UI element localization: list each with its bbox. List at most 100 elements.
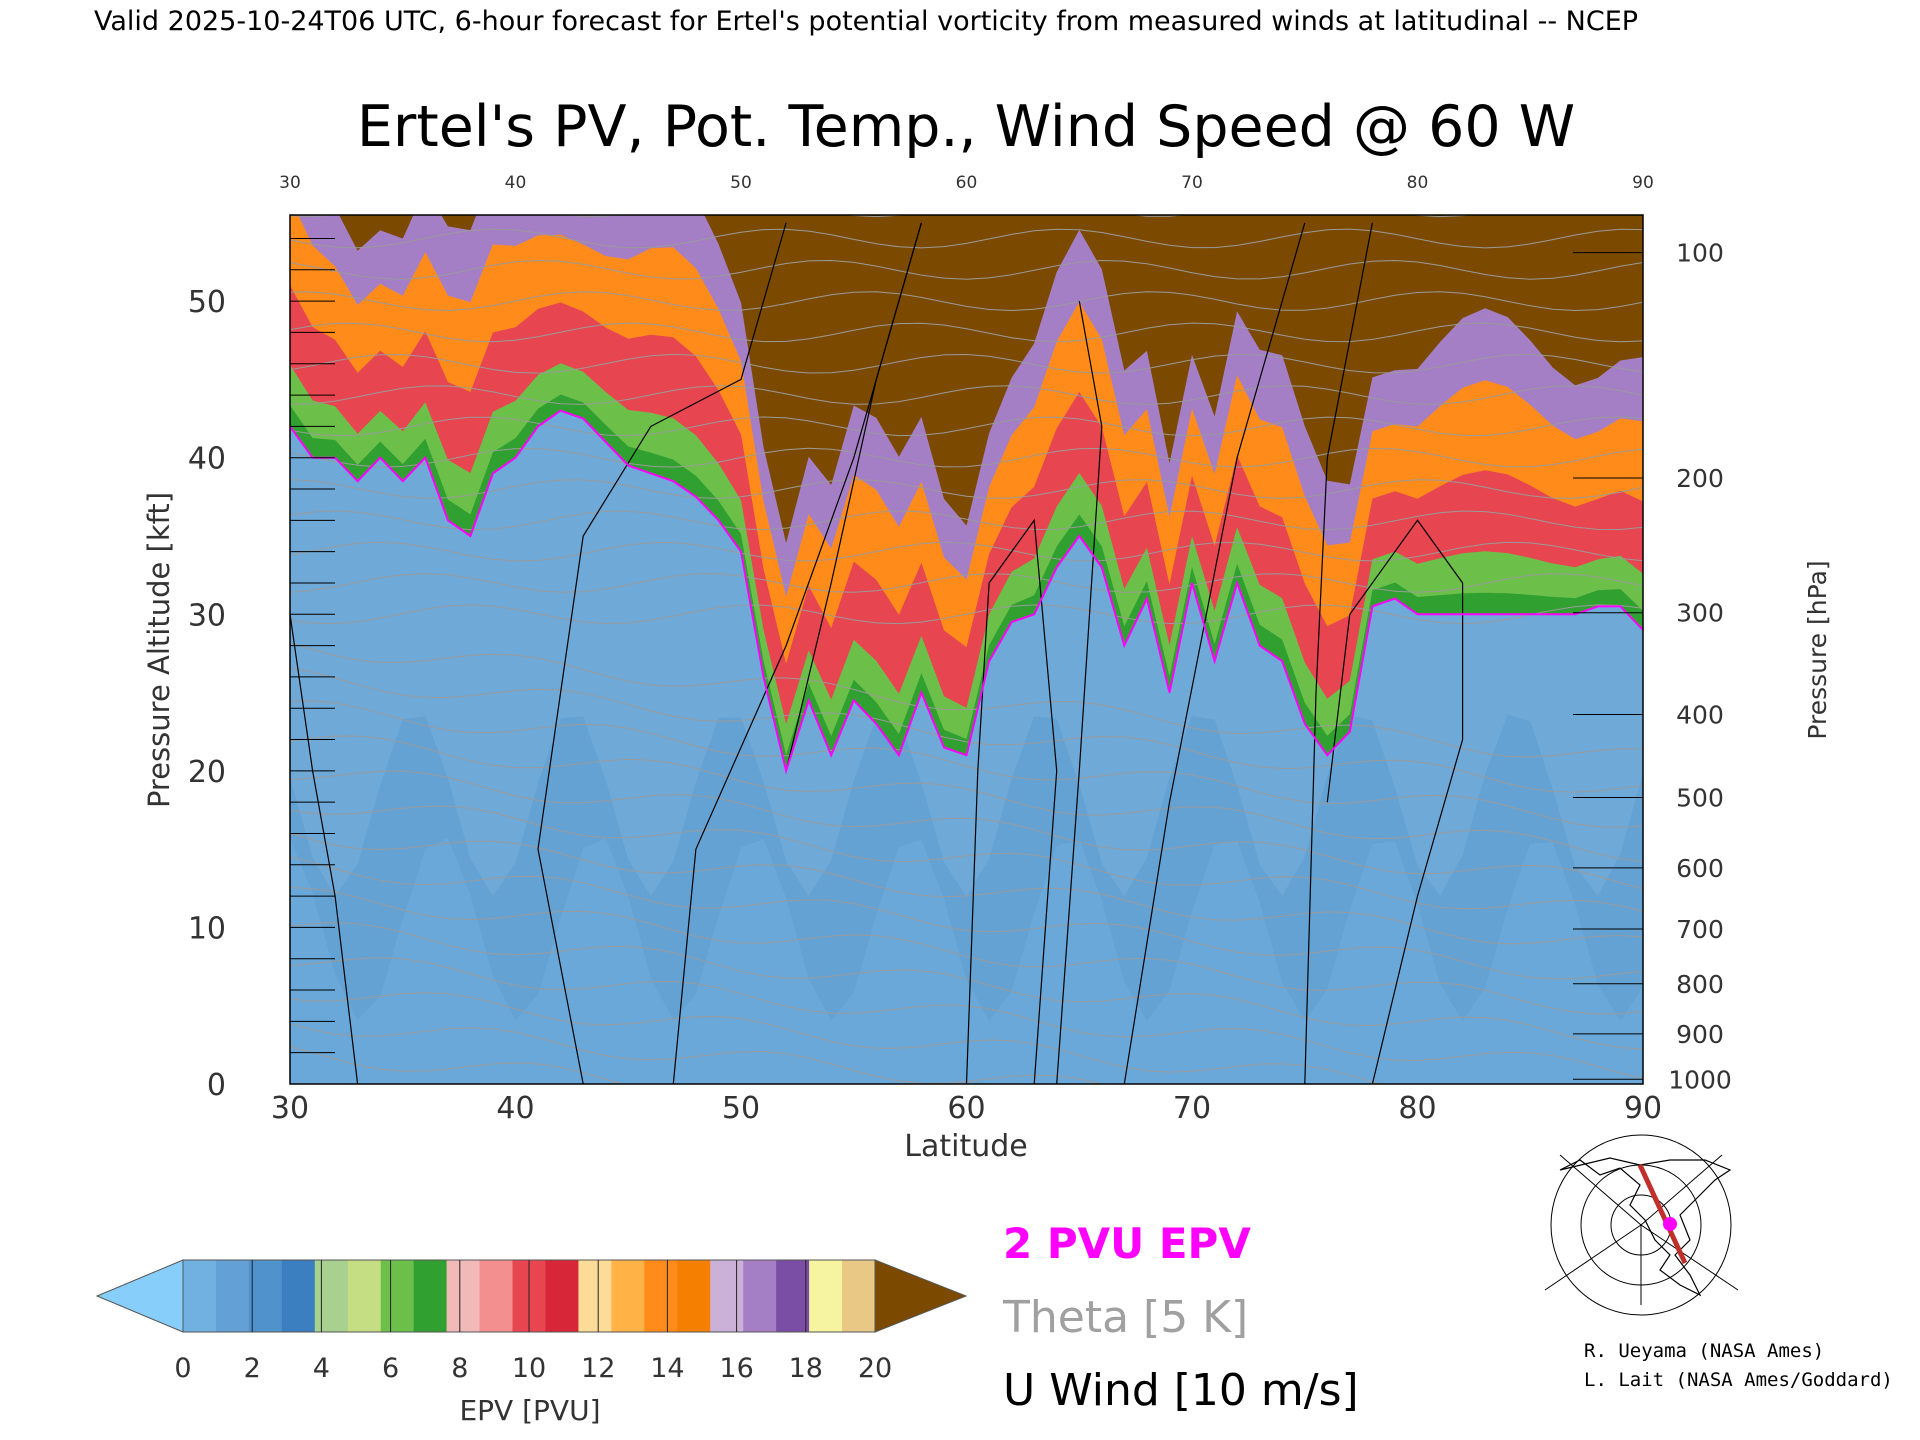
theta-line [290, 322, 1643, 343]
epv-blue-shade [290, 714, 1643, 1084]
x-axis-label: Latitude [904, 1129, 1027, 1164]
wind-line [965, 518, 1058, 1084]
theta-line [290, 922, 1643, 1050]
x-tick-label: 80 [1398, 1091, 1436, 1126]
colorbar-swatch [776, 1260, 810, 1332]
theta-line [290, 604, 1643, 625]
chart-title: Ertel's PV, Pot. Temp., Wind Speed @ 60 … [357, 94, 1575, 160]
pressure-axis-label: Pressure [hPa] [1803, 560, 1832, 739]
colorbar-swatch [347, 1260, 382, 1332]
colorbar-tick-label: 6 [382, 1353, 399, 1384]
pressure-tick-label: 1000 [1668, 1065, 1732, 1094]
colorbar-arrow-high [874, 1259, 968, 1333]
plot-frame [289, 214, 1644, 1085]
x-tick-label: 30 [271, 1091, 309, 1126]
epv-fill-layers [290, 215, 1643, 1084]
x-tick-label: 50 [722, 1091, 760, 1126]
colorbar-swatch [644, 1260, 678, 1332]
minimap-track [1637, 1163, 1688, 1265]
theta-line [290, 1046, 626, 1084]
y-tick-label: 20 [188, 755, 226, 790]
pressure-tick-label: 900 [1676, 1020, 1724, 1049]
credit-line-1: R. Ueyama (NASA Ames) [1584, 1340, 1824, 1362]
colorbar-tick-label: 20 [858, 1353, 892, 1384]
colorbar-arrow-low [95, 1259, 184, 1333]
colorbar-swatch [677, 1260, 711, 1332]
colorbar-swatch [314, 1260, 349, 1332]
colorbar-swatch [248, 1260, 283, 1332]
pressure-tick-label: 300 [1676, 599, 1724, 628]
theta-line [290, 667, 1643, 793]
colorbar-tick-label: 12 [581, 1353, 615, 1384]
x-tick-label: 40 [496, 1091, 534, 1126]
colorbar: 0 2 4 6 8 10 12 14 16 18 20 EPV [PVU] [95, 1259, 968, 1427]
pressure-tick-label: 400 [1676, 700, 1724, 729]
legend: 2 PVU EPV Theta [5 K] U Wind [10 m/s] [1002, 1219, 1359, 1416]
theta-line [290, 770, 1643, 890]
y-tick-label: 0 [207, 1068, 226, 1103]
theta-line [290, 833, 1643, 945]
colorbar-swatch [380, 1260, 415, 1332]
theta-line [290, 385, 1643, 406]
colorbar-tick-label: 10 [512, 1353, 546, 1384]
top-tick-label: 80 [1407, 173, 1429, 193]
theta-line [290, 805, 1643, 912]
theta-line [290, 541, 1643, 562]
wind-line [1304, 222, 1373, 1084]
epv-blue-shade [290, 837, 1643, 1084]
colorbar-swatch [842, 1260, 876, 1332]
theta-line [290, 510, 1643, 531]
pressure-tick-label: 500 [1676, 783, 1724, 812]
legend-pvu: 2 PVU EPV [1003, 1219, 1251, 1268]
pressure-tick-label: 800 [1676, 970, 1724, 999]
pressure-ticks [1573, 252, 1643, 1080]
pressure-tick-label: 600 [1676, 854, 1724, 883]
colorbar-swatch [183, 1260, 217, 1332]
colorbar-swatches [95, 1259, 968, 1333]
theta-line [290, 957, 1643, 1080]
colorbar-swatch [578, 1260, 612, 1332]
colorbar-tick-label: 0 [174, 1353, 191, 1384]
colorbar-swatch [446, 1260, 481, 1332]
wind-line [1123, 222, 1306, 1084]
colorbar-tick-label: 18 [789, 1353, 823, 1384]
colorbar-swatch [215, 1260, 250, 1332]
colorbar-swatch [743, 1260, 777, 1332]
top-tick-label: 90 [1632, 173, 1654, 193]
location-minimap [1543, 1134, 1739, 1316]
x-tick-label: 90 [1624, 1091, 1662, 1126]
theta-line [290, 735, 1643, 863]
colorbar-tick-label: 8 [451, 1353, 468, 1384]
y-tick-label: 40 [188, 442, 226, 477]
wind-line [537, 222, 787, 1084]
colorbar-swatch [479, 1260, 514, 1332]
colorbar-swatch [710, 1260, 744, 1332]
theta-line [290, 215, 1471, 218]
top-tick-label: 40 [505, 173, 527, 193]
theta-line [290, 416, 1643, 437]
wind-contours [290, 222, 1464, 1084]
y-tick-label: 30 [188, 598, 226, 633]
y-tick-label: 10 [188, 911, 226, 946]
theta-line [290, 856, 1643, 980]
header-text: Valid 2025-10-24T06 UTC, 6-hour forecast… [94, 6, 1638, 37]
top-tick-label: 50 [730, 173, 752, 193]
pvu-2-contour [290, 409, 1643, 775]
minimap-coastline [1559, 1157, 1732, 1297]
legend-wind: U Wind [10 m/s] [1003, 1365, 1359, 1416]
colorbar-tick-label: 2 [244, 1353, 261, 1384]
theta-line [290, 479, 1643, 499]
plot-area [289, 214, 1644, 1085]
top-axis: 30 40 50 60 70 80 90 [279, 173, 1654, 193]
theta-line [290, 259, 1643, 280]
credit-line-2: L. Lait (NASA Ames/Goddard) [1584, 1369, 1893, 1391]
theta-line [290, 887, 1643, 1015]
theta-line [290, 573, 1643, 593]
y-tick-label: 50 [188, 285, 226, 320]
x-axis: 30 40 50 60 70 80 90 [271, 1091, 1662, 1126]
theta-line [290, 447, 1643, 468]
x-tick-label: 70 [1173, 1091, 1211, 1126]
top-tick-label: 30 [279, 173, 301, 193]
epv-band-5 [339, 215, 1643, 544]
